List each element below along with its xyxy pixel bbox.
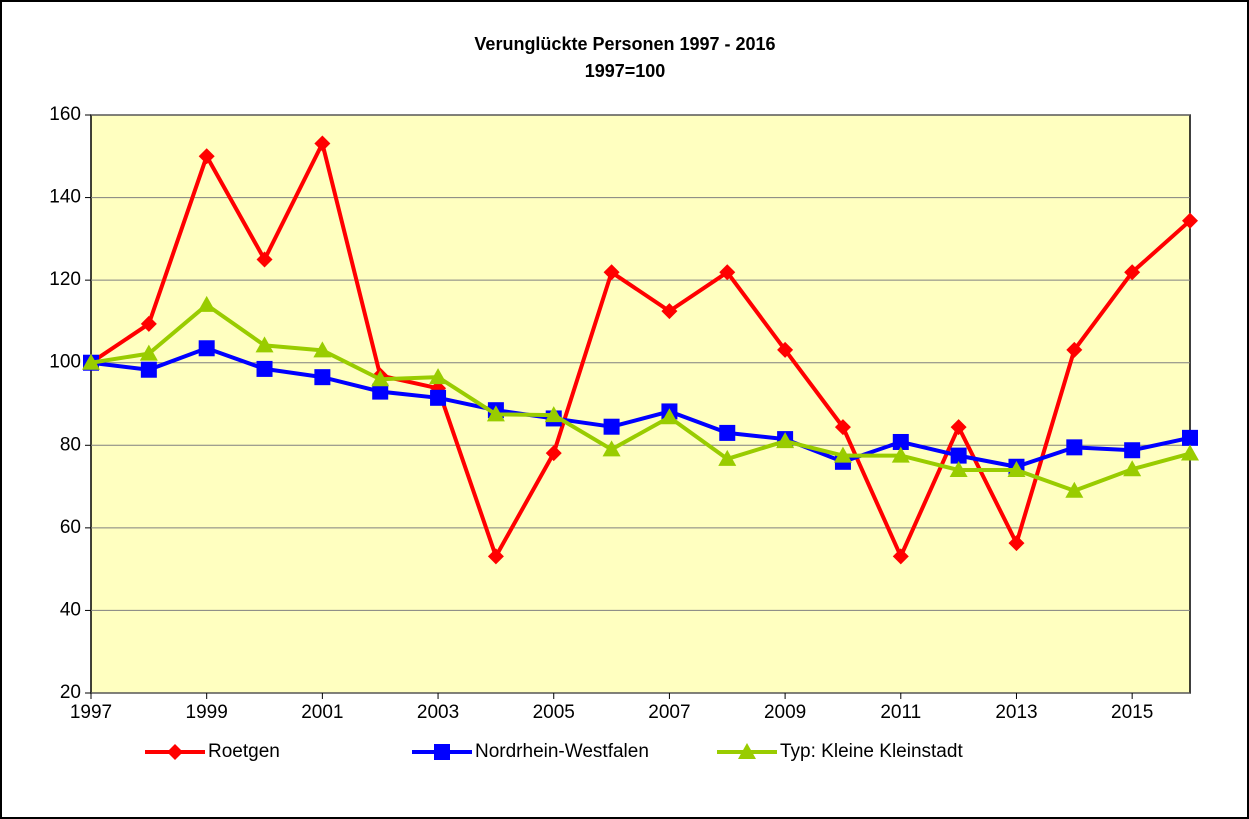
x-tick-label: 2009 (764, 702, 806, 723)
marker (833, 446, 852, 463)
marker (140, 361, 157, 378)
marker (602, 440, 621, 457)
marker (776, 432, 795, 449)
marker (1066, 439, 1083, 456)
marker (1007, 461, 1026, 478)
chart-title: Verunglückte Personen 1997 - 2016 (474, 34, 775, 54)
y-tick-label: 40 (60, 599, 81, 620)
marker (738, 743, 756, 759)
marker (1123, 460, 1142, 477)
marker (661, 303, 678, 320)
marker (167, 744, 183, 760)
marker (255, 336, 274, 353)
marker (256, 360, 273, 377)
marker (1181, 444, 1199, 461)
marker (892, 548, 909, 565)
marker (430, 389, 447, 406)
marker (372, 383, 389, 400)
marker (719, 264, 736, 281)
marker (486, 405, 505, 422)
legend-label: Nordrhein-Westfalen (475, 741, 649, 762)
x-tick-label: 1999 (186, 702, 228, 723)
marker (949, 461, 968, 478)
x-tick-label: 2003 (417, 702, 459, 723)
x-tick-label: 1997 (70, 702, 112, 723)
marker (603, 418, 620, 435)
series-line (90, 346, 1191, 469)
marker (197, 295, 216, 312)
y-tick-label: 160 (49, 104, 81, 125)
y-tick-label: 20 (60, 682, 81, 703)
marker (313, 341, 332, 358)
marker (777, 341, 794, 358)
x-tick-label: 2001 (301, 702, 343, 723)
marker (891, 446, 910, 463)
marker (950, 447, 967, 464)
series-line (89, 141, 1192, 559)
marker (660, 408, 679, 425)
marker (140, 315, 157, 332)
marker (544, 406, 563, 423)
marker (139, 344, 158, 361)
x-tick-label: 2007 (648, 702, 690, 723)
marker (429, 368, 448, 385)
marker (1065, 481, 1084, 498)
marker (1182, 429, 1198, 446)
marker (719, 424, 736, 441)
y-tick-label: 120 (49, 269, 81, 290)
chart-subtitle: 1997=100 (585, 61, 666, 81)
x-tick-label: 2011 (880, 702, 921, 723)
y-tick-label: 140 (49, 187, 81, 208)
marker (718, 449, 737, 466)
marker (256, 251, 273, 268)
marker (1124, 264, 1141, 281)
plot-area (90, 114, 1191, 694)
marker (198, 148, 215, 165)
marker (198, 340, 215, 357)
marker (487, 548, 504, 565)
marker (1124, 442, 1141, 459)
marker (1008, 535, 1025, 552)
legend-label: Typ: Kleine Kleinstadt (780, 741, 963, 762)
marker (892, 433, 909, 450)
marker (950, 419, 967, 436)
marker (1066, 341, 1083, 358)
x-tick-label: 2005 (533, 702, 575, 723)
marker (82, 353, 100, 370)
marker (1182, 212, 1198, 229)
y-tick-label: 60 (60, 517, 81, 538)
y-tick-label: 80 (60, 434, 81, 455)
marker (434, 744, 450, 760)
marker (314, 369, 331, 386)
y-tick-label: 100 (49, 352, 81, 373)
marker (603, 264, 620, 281)
x-tick-label: 2015 (1111, 702, 1153, 723)
x-tick-label: 2013 (995, 702, 1037, 723)
marker (371, 370, 390, 387)
marker (834, 419, 851, 436)
legend-label: Roetgen (208, 741, 280, 762)
series-line (90, 302, 1191, 493)
marker (314, 135, 331, 152)
marker (545, 445, 562, 462)
